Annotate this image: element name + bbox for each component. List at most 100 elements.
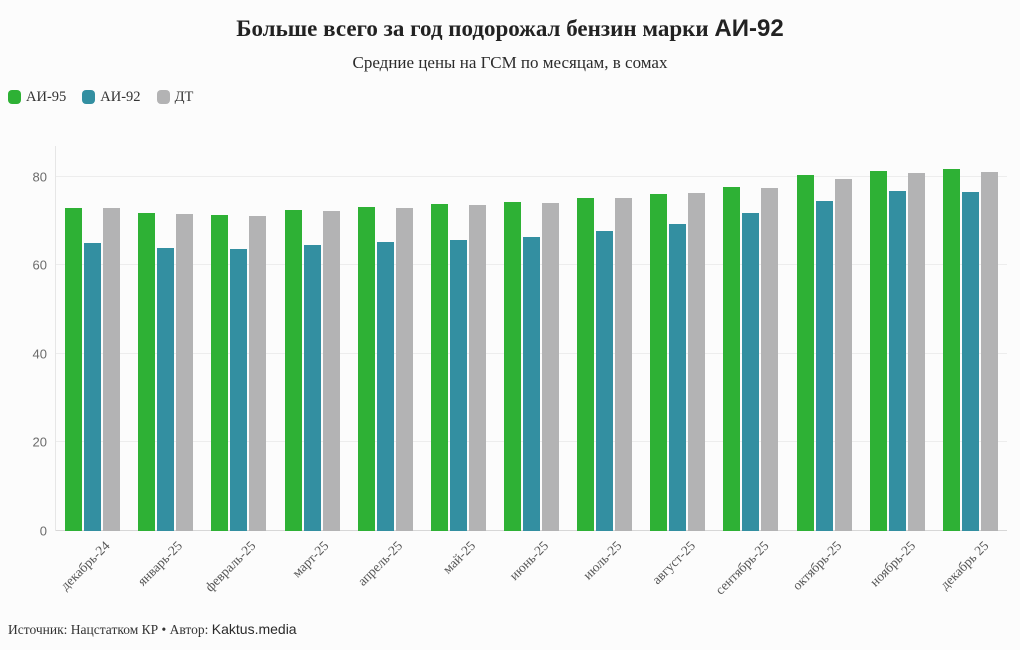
chart-header: Больше всего за год подорожал бензин мар…: [0, 0, 1020, 73]
y-axis-tick-80: 80: [32, 169, 47, 185]
bar-group-апрель-25: [349, 206, 422, 531]
legend-swatch-icon: [82, 90, 96, 105]
bar-АИ-95-июль-25: [577, 198, 595, 531]
bar-АИ-92-июль-25: [596, 230, 614, 531]
bar-ДТ-декабрь 25: [980, 171, 998, 531]
bar-АИ-95-август-25: [650, 194, 668, 531]
bar-АИ-92-ноябрь-25: [888, 190, 906, 531]
x-axis-label-июнь-25: июнь-25: [506, 537, 552, 583]
chart-plot-area: 0 20 40 60 80: [33, 145, 1007, 538]
bar-group-сентябрь-25: [714, 186, 787, 531]
legend-item-АИ-95: АИ-95: [8, 89, 66, 106]
bar-group-август-25: [641, 193, 714, 531]
bar-АИ-95-декабрь-24: [65, 207, 83, 531]
bar-АИ-92-декабрь 25: [961, 192, 979, 531]
bar-АИ-92-апрель-25: [376, 241, 394, 531]
legend-item-ДТ: ДТ: [156, 88, 194, 106]
legend-label: АИ-92: [100, 88, 141, 105]
bar-АИ-92-октябрь-25: [815, 200, 833, 531]
bar-АИ-92-июнь-25: [523, 236, 541, 531]
bar-АИ-92-сентябрь-25: [742, 213, 760, 531]
bar-АИ-92-декабрь-24: [84, 242, 102, 531]
bar-ДТ-сентябрь-25: [761, 187, 779, 531]
bar-ДТ-июнь-25: [542, 203, 560, 531]
x-axis-label-февраль-25: февраль-25: [202, 537, 259, 595]
legend: АИ-95 АИ-92 ДТ: [8, 89, 1020, 106]
bar-chart: 0 20 40 60 80 декабрь-24 январь-25 февраль-25 м…: [0, 145, 1020, 615]
legend-item-АИ-92: АИ-92: [82, 88, 141, 106]
y-axis-tick-0: 0: [39, 523, 47, 539]
legend-label: ДТ: [174, 88, 194, 105]
page-title-accent: АИ-92: [714, 15, 784, 42]
bar-АИ-95-июнь-25: [504, 202, 522, 531]
x-axis-cell: июль-25: [568, 531, 641, 615]
bar-АИ-92-май-25: [449, 239, 467, 531]
bar-ДТ-ноябрь-25: [907, 172, 925, 531]
x-axis-label-март-25: март-25: [289, 537, 332, 581]
x-axis-cell: январь-25: [128, 531, 201, 615]
x-axis-label-январь-25: январь-25: [134, 537, 186, 589]
bar-АИ-92-март-25: [303, 245, 321, 531]
x-axis-label-май-25: май-25: [439, 537, 479, 577]
bar-ДТ-август-25: [688, 193, 706, 531]
bar-group-март-25: [275, 209, 348, 531]
x-axis-label-июль-25: июль-25: [580, 537, 625, 583]
x-axis-label-ноябрь-25: ноябрь-25: [866, 537, 918, 590]
x-axis-cell: декабрь 25: [934, 531, 1007, 615]
footer-source-text: Источник: Нацстатком КР • Автор:: [8, 621, 212, 637]
x-axis-cell: сентябрь-25: [712, 531, 787, 615]
x-axis-label-август-25: август-25: [648, 537, 699, 587]
x-axis-cell: март-25: [275, 531, 348, 615]
legend-swatch-icon: [156, 90, 170, 105]
x-axis-cell: декабрь-24: [55, 531, 128, 615]
bar-ДТ-февраль-25: [249, 216, 267, 531]
x-axis-label-декабрь 25: декабрь 25: [936, 537, 992, 593]
bar-АИ-92-январь-25: [157, 248, 175, 531]
x-axis-cell: июнь-25: [494, 531, 567, 615]
y-axis-tick-60: 60: [32, 257, 47, 273]
bar-АИ-95-декабрь 25: [942, 169, 960, 531]
bar-АИ-95-февраль-25: [211, 214, 229, 531]
y-axis-tick-20: 20: [32, 434, 47, 450]
bar-АИ-95-май-25: [430, 204, 448, 531]
x-axis-cell: октябрь-25: [787, 531, 860, 615]
bar-АИ-95-ноябрь-25: [869, 171, 887, 531]
bar-group-январь-25: [129, 212, 202, 531]
footer-author-brand: Kaktus.media: [211, 620, 297, 637]
x-axis-label-апрель-25: апрель-25: [354, 537, 406, 589]
page-subtitle: Средние цены на ГСМ по месяцам, в сомах: [352, 52, 668, 72]
bar-group-декабрь 25: [934, 169, 1007, 531]
bar-АИ-92-февраль-25: [230, 248, 248, 531]
footer-source: Источник: Нацстатком КР • Автор: Kaktus.…: [8, 621, 1020, 638]
page-title: Больше всего за год подорожал бензин мар…: [0, 15, 1020, 44]
legend-swatch-icon: [8, 90, 21, 105]
x-axis-cell: апрель-25: [348, 531, 421, 615]
y-axis-tick-40: 40: [32, 346, 47, 362]
bar-group-декабрь-24: [56, 207, 129, 531]
bar-ДТ-январь-25: [176, 214, 194, 531]
bar-ДТ-май-25: [468, 205, 486, 531]
bar-group-февраль-25: [202, 214, 275, 531]
x-axis-label-декабрь-24: декабрь-24: [57, 537, 113, 593]
page-title-main: Больше всего за год подорожал бензин мар…: [236, 16, 709, 41]
bar-group-ноябрь-25: [861, 171, 934, 531]
x-axis: декабрь-24 январь-25 февраль-25 март-25 апре…: [55, 531, 1007, 615]
x-axis-cell: август-25: [641, 531, 714, 615]
bar-ДТ-март-25: [322, 210, 340, 531]
bar-group-октябрь-25: [788, 175, 861, 531]
bar-group-июнь-25: [495, 202, 568, 531]
bar-АИ-95-март-25: [284, 209, 302, 531]
legend-label: АИ-95: [26, 88, 67, 105]
x-axis-cell: февраль-25: [201, 531, 274, 615]
bar-АИ-95-октябрь-25: [796, 175, 814, 531]
bar-ДТ-декабрь-24: [103, 208, 121, 531]
x-axis-cell: ноябрь-25: [861, 531, 934, 615]
bar-ДТ-июль-25: [615, 198, 633, 531]
x-axis-label-октябрь-25: октябрь-25: [789, 537, 845, 593]
bar-ДТ-апрель-25: [395, 207, 413, 531]
bars-layer: [56, 146, 1007, 531]
bar-АИ-95-апрель-25: [357, 206, 375, 531]
bar-АИ-95-январь-25: [138, 212, 156, 531]
gridline-80: [56, 175, 1007, 177]
bar-group-июль-25: [568, 198, 641, 531]
